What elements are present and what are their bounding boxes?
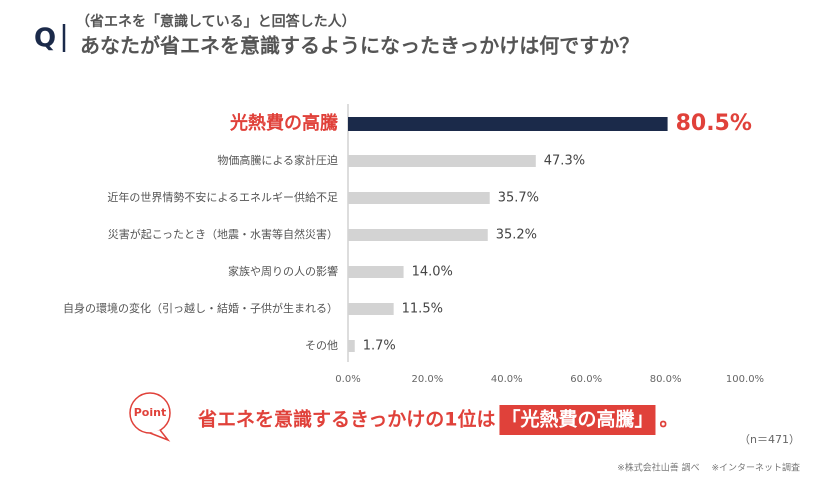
point-highlight: 「光熱費の高騰」 [501, 408, 653, 431]
x-tick-label: 60.0% [570, 374, 602, 385]
subtitle: （省エネを「意識している」と回答した人） [76, 13, 356, 30]
point-badge-tail [149, 429, 171, 442]
bar [348, 303, 394, 315]
sample-size: （n＝471） [739, 433, 800, 446]
value-label: 1.7% [363, 339, 396, 354]
q-marker: Q [34, 24, 56, 54]
bar [348, 117, 668, 131]
value-label: 35.2% [496, 228, 537, 243]
category-label: 物価高騰による家計圧迫 [217, 153, 338, 167]
x-tick-label: 0.0% [335, 374, 360, 385]
bar [348, 340, 355, 352]
point-label: Point [134, 406, 166, 419]
source: ※株式会社山善 調べ ※インターネット調査 [617, 462, 800, 474]
x-tick-label: 100.0% [726, 374, 764, 385]
x-tick-label: 80.0% [650, 374, 682, 385]
bar [348, 155, 536, 167]
title: あなたが省エネを意識するようになったきっかけは何ですか？ [80, 34, 639, 58]
bar [348, 192, 490, 204]
point-highlight-box [499, 405, 656, 435]
category-label: 家族や周りの人の影響 [228, 264, 338, 278]
category-label: 近年の世界情勢不安によるエネルギー供給不足 [107, 190, 338, 204]
bar [348, 266, 404, 278]
category-label: 光熱費の高騰 [229, 112, 338, 134]
category-label: 災害が起こったとき（地震・水害等自然災害） [108, 227, 338, 241]
x-tick-label: 20.0% [412, 374, 444, 385]
category-label: 自身の環境の変化（引っ越し・結婚・子供が生まれる） [63, 301, 338, 315]
point-section: Point 省エネを意識するきっかけの1位は 「光熱費の高騰」。 [129, 392, 679, 442]
value-label: 35.7% [498, 191, 539, 206]
value-label: 11.5% [402, 302, 443, 317]
x-tick-label: 40.0% [491, 374, 523, 385]
value-label: 80.5% [676, 111, 752, 136]
value-label: 47.3% [544, 154, 585, 169]
category-label: その他 [305, 339, 338, 352]
value-label: 14.0% [412, 265, 453, 280]
point-end: 。 [659, 409, 678, 431]
bar [348, 229, 488, 241]
point-text: 省エネを意識するきっかけの1位は [197, 408, 495, 431]
